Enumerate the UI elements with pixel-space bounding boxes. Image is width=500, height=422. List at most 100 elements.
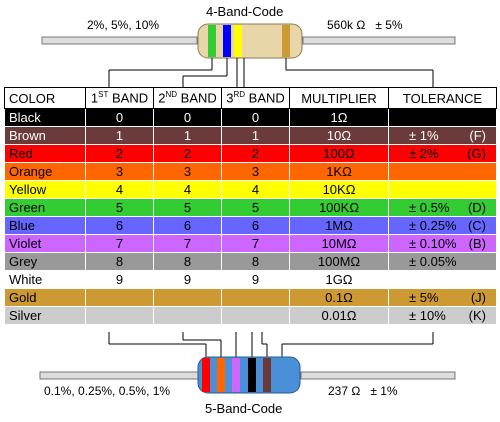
band1-cell: 0 — [85, 108, 154, 127]
top-left-lead — [41, 36, 198, 45]
table-row: Gold 0.1Ω ± 5% (J) — [4, 288, 497, 307]
color-name-cell: Black — [4, 108, 86, 127]
header-color: COLOR — [4, 87, 86, 109]
band1-cell: 2 — [85, 144, 154, 163]
tolerance-value: ± 0.05% — [409, 254, 457, 269]
color-name-cell: Blue — [4, 216, 86, 235]
band3-cell: 9 — [221, 270, 290, 289]
five-band-example-value: 237 Ω ± 1% — [328, 384, 398, 398]
band2-cell: 0 — [153, 108, 222, 127]
top-right-lead — [302, 36, 456, 45]
four-band-tolerance-options: 2%, 5%, 10% — [87, 18, 160, 32]
bottom-left-lead — [39, 371, 199, 380]
band2-cell: 8 — [153, 252, 222, 271]
tolerance-cell: ± 5% (J) — [388, 288, 497, 307]
band1-cell: 9 — [85, 270, 154, 289]
color-name-cell: Brown — [4, 126, 86, 145]
tolerance-cell: ± 0.05% — [388, 252, 497, 271]
band2-cell: 9 — [153, 270, 222, 289]
color-name-cell: Orange — [4, 162, 86, 181]
tolerance-cell — [388, 108, 497, 127]
color-name-cell: Yellow — [4, 180, 86, 199]
multiplier-cell: 0.01Ω — [289, 306, 389, 325]
tolerance-value: ± 1% — [409, 128, 439, 143]
bottom-resistor-band-3 — [232, 358, 240, 392]
table-row: Silver 0.01Ω ± 10% (K) — [4, 306, 497, 325]
tolerance-letter-code: (G) — [467, 146, 486, 161]
color-name-cell: Gold — [4, 288, 86, 307]
multiplier-cell: 1MΩ — [289, 216, 389, 235]
table-row: Blue 6 6 6 1MΩ ± 0.25% (C) — [4, 216, 497, 235]
table-row: Red 2 2 2 100Ω ± 2% (G) — [4, 144, 497, 163]
bottom-resistor-band-1 — [202, 358, 210, 392]
tolerance-value: ± 0.25% — [409, 218, 457, 233]
tolerance-cell: ± 1% (F) — [388, 126, 497, 145]
header-multiplier: MULTIPLIER — [289, 87, 389, 109]
tolerance-cell: ± 0.10% (B) — [388, 234, 497, 253]
tolerance-cell: ± 0.25% (C) — [388, 216, 497, 235]
top-resistor-band-3 — [234, 25, 242, 57]
band2-cell: 7 — [153, 234, 222, 253]
header-tolerance: TOLERANCE — [388, 87, 497, 109]
bottom-resistor-band-4 — [248, 358, 256, 392]
tolerance-value: ± 0.10% — [409, 236, 457, 251]
band1-cell: 7 — [85, 234, 154, 253]
top-resistor-band-2 — [223, 25, 231, 57]
five-band-title: 5-Band-Code — [205, 401, 283, 416]
band1-cell: 5 — [85, 198, 154, 217]
band2-cell — [153, 306, 222, 325]
five-band-tolerance-options: 0.1%, 0.25%, 0.5%, 1% — [44, 384, 171, 398]
band1-cell: 8 — [85, 252, 154, 271]
tolerance-cell: ± 10% (K) — [388, 306, 497, 325]
band3-cell — [221, 306, 290, 325]
table-row: Green 5 5 5 100KΩ ± 0.5% (D) — [4, 198, 497, 217]
band3-cell: 1 — [221, 126, 290, 145]
band1-cell — [85, 288, 154, 307]
band3-cell — [221, 288, 290, 307]
table-row: Grey 8 8 8 100MΩ ± 0.05% — [4, 252, 497, 271]
band3-cell: 0 — [221, 108, 290, 127]
tolerance-value: ± 5% — [409, 290, 439, 305]
tolerance-cell: ± 0.5% (D) — [388, 198, 497, 217]
multiplier-cell: 1KΩ — [289, 162, 389, 181]
bottom-right-lead — [300, 371, 456, 380]
multiplier-cell: 10KΩ — [289, 180, 389, 199]
band2-cell: 1 — [153, 126, 222, 145]
tolerance-letter-code: (J) — [470, 290, 486, 305]
table-row: Violet 7 7 7 10MΩ ± 0.10% (B) — [4, 234, 497, 253]
header-band1: 1ST BAND — [85, 87, 154, 109]
multiplier-cell: 10Ω — [289, 126, 389, 145]
color-code-table: COLOR 1ST BAND 2ND BAND 3RD BAND MULTIPL… — [4, 87, 497, 325]
band1-cell: 4 — [85, 180, 154, 199]
tolerance-value: ± 10% — [409, 308, 446, 323]
band2-cell: 2 — [153, 144, 222, 163]
band3-cell: 4 — [221, 180, 290, 199]
multiplier-cell: 10MΩ — [289, 234, 389, 253]
band3-cell: 7 — [221, 234, 290, 253]
table-row: Orange 3 3 3 1KΩ — [4, 162, 497, 181]
color-name-cell: Grey — [4, 252, 86, 271]
multiplier-cell: 100Ω — [289, 144, 389, 163]
band1-cell: 6 — [85, 216, 154, 235]
header-band2: 2ND BAND — [153, 87, 222, 109]
band1-cell — [85, 306, 154, 325]
band2-cell: 4 — [153, 180, 222, 199]
band3-cell: 3 — [221, 162, 290, 181]
band3-cell: 8 — [221, 252, 290, 271]
tolerance-letter-code: (K) — [468, 308, 486, 323]
band2-cell: 5 — [153, 198, 222, 217]
four-band-title: 4-Band-Code — [206, 4, 284, 19]
color-name-cell: Violet — [4, 234, 86, 253]
tolerance-cell: ± 2% (G) — [388, 144, 497, 163]
table-row: Yellow 4 4 4 10KΩ — [4, 180, 497, 199]
band3-cell: 6 — [221, 216, 290, 235]
tolerance-cell — [388, 270, 497, 289]
bottom-resistor-band-5 — [263, 358, 271, 392]
table-header-row: COLOR 1ST BAND 2ND BAND 3RD BAND MULTIPL… — [4, 87, 497, 109]
band3-cell: 5 — [221, 198, 290, 217]
tolerance-cell — [388, 180, 497, 199]
band3-cell: 2 — [221, 144, 290, 163]
tolerance-value: ± 0.5% — [409, 200, 450, 215]
color-name-cell: Red — [4, 144, 86, 163]
